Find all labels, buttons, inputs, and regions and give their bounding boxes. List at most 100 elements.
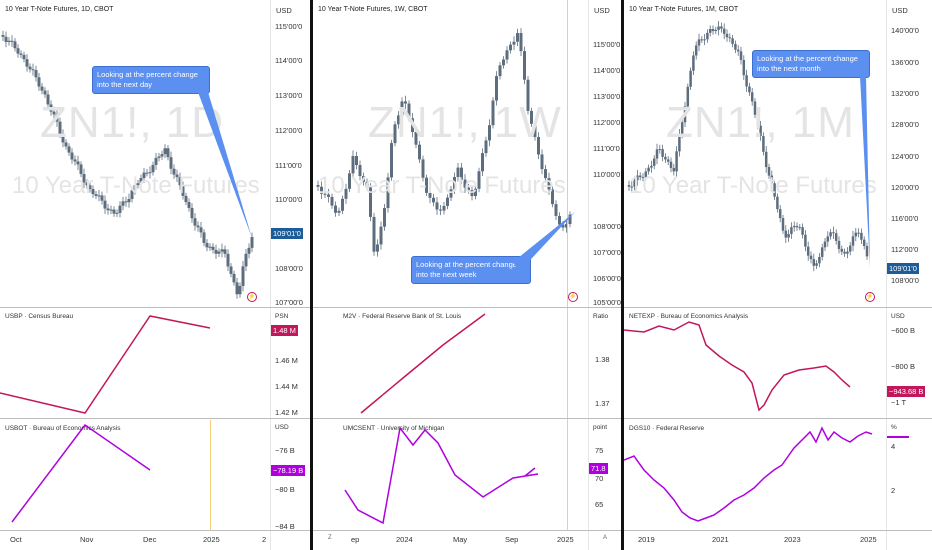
candle-body — [627, 185, 631, 187]
candle-body — [812, 259, 816, 266]
candle-body — [495, 76, 498, 101]
price-axis[interactable]: USD 115'00'0 114'00'0 113'00'0 112'00'0 … — [270, 0, 310, 550]
candle-body — [633, 180, 636, 187]
candle-body — [787, 233, 790, 238]
candle-body — [124, 201, 128, 203]
candle-body — [223, 249, 227, 254]
pane-separator[interactable] — [0, 307, 310, 308]
candle-body — [739, 51, 743, 60]
pane-separator[interactable] — [0, 418, 310, 419]
price-tick: 106'00'0 — [593, 274, 621, 283]
candle-body — [379, 226, 383, 245]
chart-panel-1m[interactable]: ZN1!, 1M 10 Year T-Note Futures 10 Year … — [624, 0, 932, 550]
candle-body — [565, 224, 568, 228]
candle-body — [516, 33, 519, 42]
candle-body — [650, 165, 653, 168]
candle-body — [776, 196, 779, 210]
candle-body — [247, 247, 251, 254]
ind1-label: USBP · Census Bureau — [5, 313, 74, 320]
axis-badge[interactable]: A — [603, 535, 608, 541]
candle-body — [467, 187, 470, 191]
chart-panel-1w[interactable]: ZN1!, 1W 10 Year T-Note Futures 10 Year … — [313, 0, 621, 550]
candle-body — [250, 237, 254, 248]
pane-separator[interactable] — [624, 418, 932, 419]
candle-body — [320, 186, 323, 194]
ind2-unit: point — [593, 424, 608, 431]
candle-body — [70, 152, 74, 160]
candle-body — [460, 167, 463, 180]
candle-body — [52, 111, 56, 115]
ind1-unit: PSN — [275, 313, 289, 320]
candle-body — [848, 245, 852, 252]
time-label: 2025 — [203, 535, 220, 544]
pane-separator[interactable] — [313, 418, 621, 419]
candle-body — [708, 29, 712, 33]
chart-title: 10 Year T-Note Futures, 1W, CBOT — [318, 6, 428, 13]
price-tick: 114'00'0 — [593, 66, 621, 75]
candle-body — [829, 232, 832, 237]
candle-body — [865, 246, 869, 257]
time-label: 2 — [262, 535, 267, 544]
candle-body — [208, 246, 212, 248]
candle-body — [795, 225, 799, 228]
candle-body — [22, 54, 26, 60]
axis-badge[interactable]: Z — [328, 535, 332, 541]
candle-body — [509, 44, 512, 51]
ind2-value-tag: 71.8 — [589, 463, 608, 474]
candle-body — [644, 171, 648, 178]
candle-body — [678, 134, 681, 152]
candle-body — [40, 86, 44, 91]
candle-body — [235, 282, 239, 295]
candle-body — [362, 176, 365, 182]
candle-body — [689, 70, 692, 87]
ind2-tick: 70 — [595, 474, 604, 483]
ind1-line — [624, 321, 851, 412]
last-price-tag: 109'01'0 — [887, 263, 919, 274]
annotation-callout[interactable]: Looking at the percent change into the n… — [411, 256, 531, 284]
candle-body — [717, 26, 720, 30]
candle-body — [31, 69, 35, 71]
pane-separator[interactable] — [624, 307, 932, 308]
price-tick: 132'00'0 — [891, 89, 919, 98]
annotation-callout[interactable]: Looking at the percent change into the n… — [752, 50, 870, 78]
candle-body — [115, 212, 119, 214]
event-icon[interactable]: ⚡ — [568, 292, 578, 302]
ind2-label: DGS10 · Federal Reserve — [629, 425, 705, 432]
chart-panel-1d[interactable]: ZN1!, 1D 10 Year T-Note Futures 10 Year … — [0, 0, 310, 550]
event-icon[interactable]: ⚡ — [247, 292, 257, 302]
candle-body — [400, 101, 404, 116]
candle-body — [784, 230, 788, 238]
candle-body — [753, 101, 757, 115]
ind2-label: UMCSENT · University of Michigan — [343, 425, 445, 432]
watermark-name: 10 Year T-Note Futures — [318, 172, 566, 199]
pane-separator[interactable] — [313, 307, 621, 308]
callout-pointer — [513, 212, 575, 272]
candle-body — [762, 136, 765, 152]
ind1-unit: Ratio — [593, 313, 609, 320]
price-tick: 107'00'0 — [593, 248, 621, 257]
time-label: Sep — [505, 535, 519, 544]
candle-body — [58, 121, 62, 135]
candle-body — [16, 48, 20, 54]
ind1-label: M2V · Federal Reserve Bank of St. Louis — [343, 313, 462, 320]
candle-body — [196, 225, 200, 228]
candle-body — [202, 232, 206, 244]
price-tick: 128'00'0 — [891, 120, 919, 129]
candle-body — [37, 77, 41, 87]
candle-body — [652, 158, 656, 166]
candle-body — [34, 70, 38, 78]
price-axis[interactable]: USD 140'00'0 136'00'0 132'00'0 128'00'0 … — [886, 0, 927, 550]
currency-label: USD — [276, 6, 292, 15]
candle-body — [728, 37, 732, 39]
candle-body — [19, 53, 23, 55]
candle-body — [28, 66, 32, 70]
annotation-callout[interactable]: Looking at the percent change into the n… — [92, 66, 210, 94]
candle-body — [226, 253, 230, 267]
candle-body — [463, 179, 467, 188]
candle-body — [100, 195, 104, 201]
candle-body — [477, 171, 481, 189]
candle-body — [491, 100, 495, 126]
price-axis[interactable]: USD 115'00'0 114'00'0 113'00'0 112'00'0 … — [588, 0, 621, 550]
event-icon[interactable]: ⚡ — [865, 292, 875, 302]
candle-body — [94, 194, 98, 196]
